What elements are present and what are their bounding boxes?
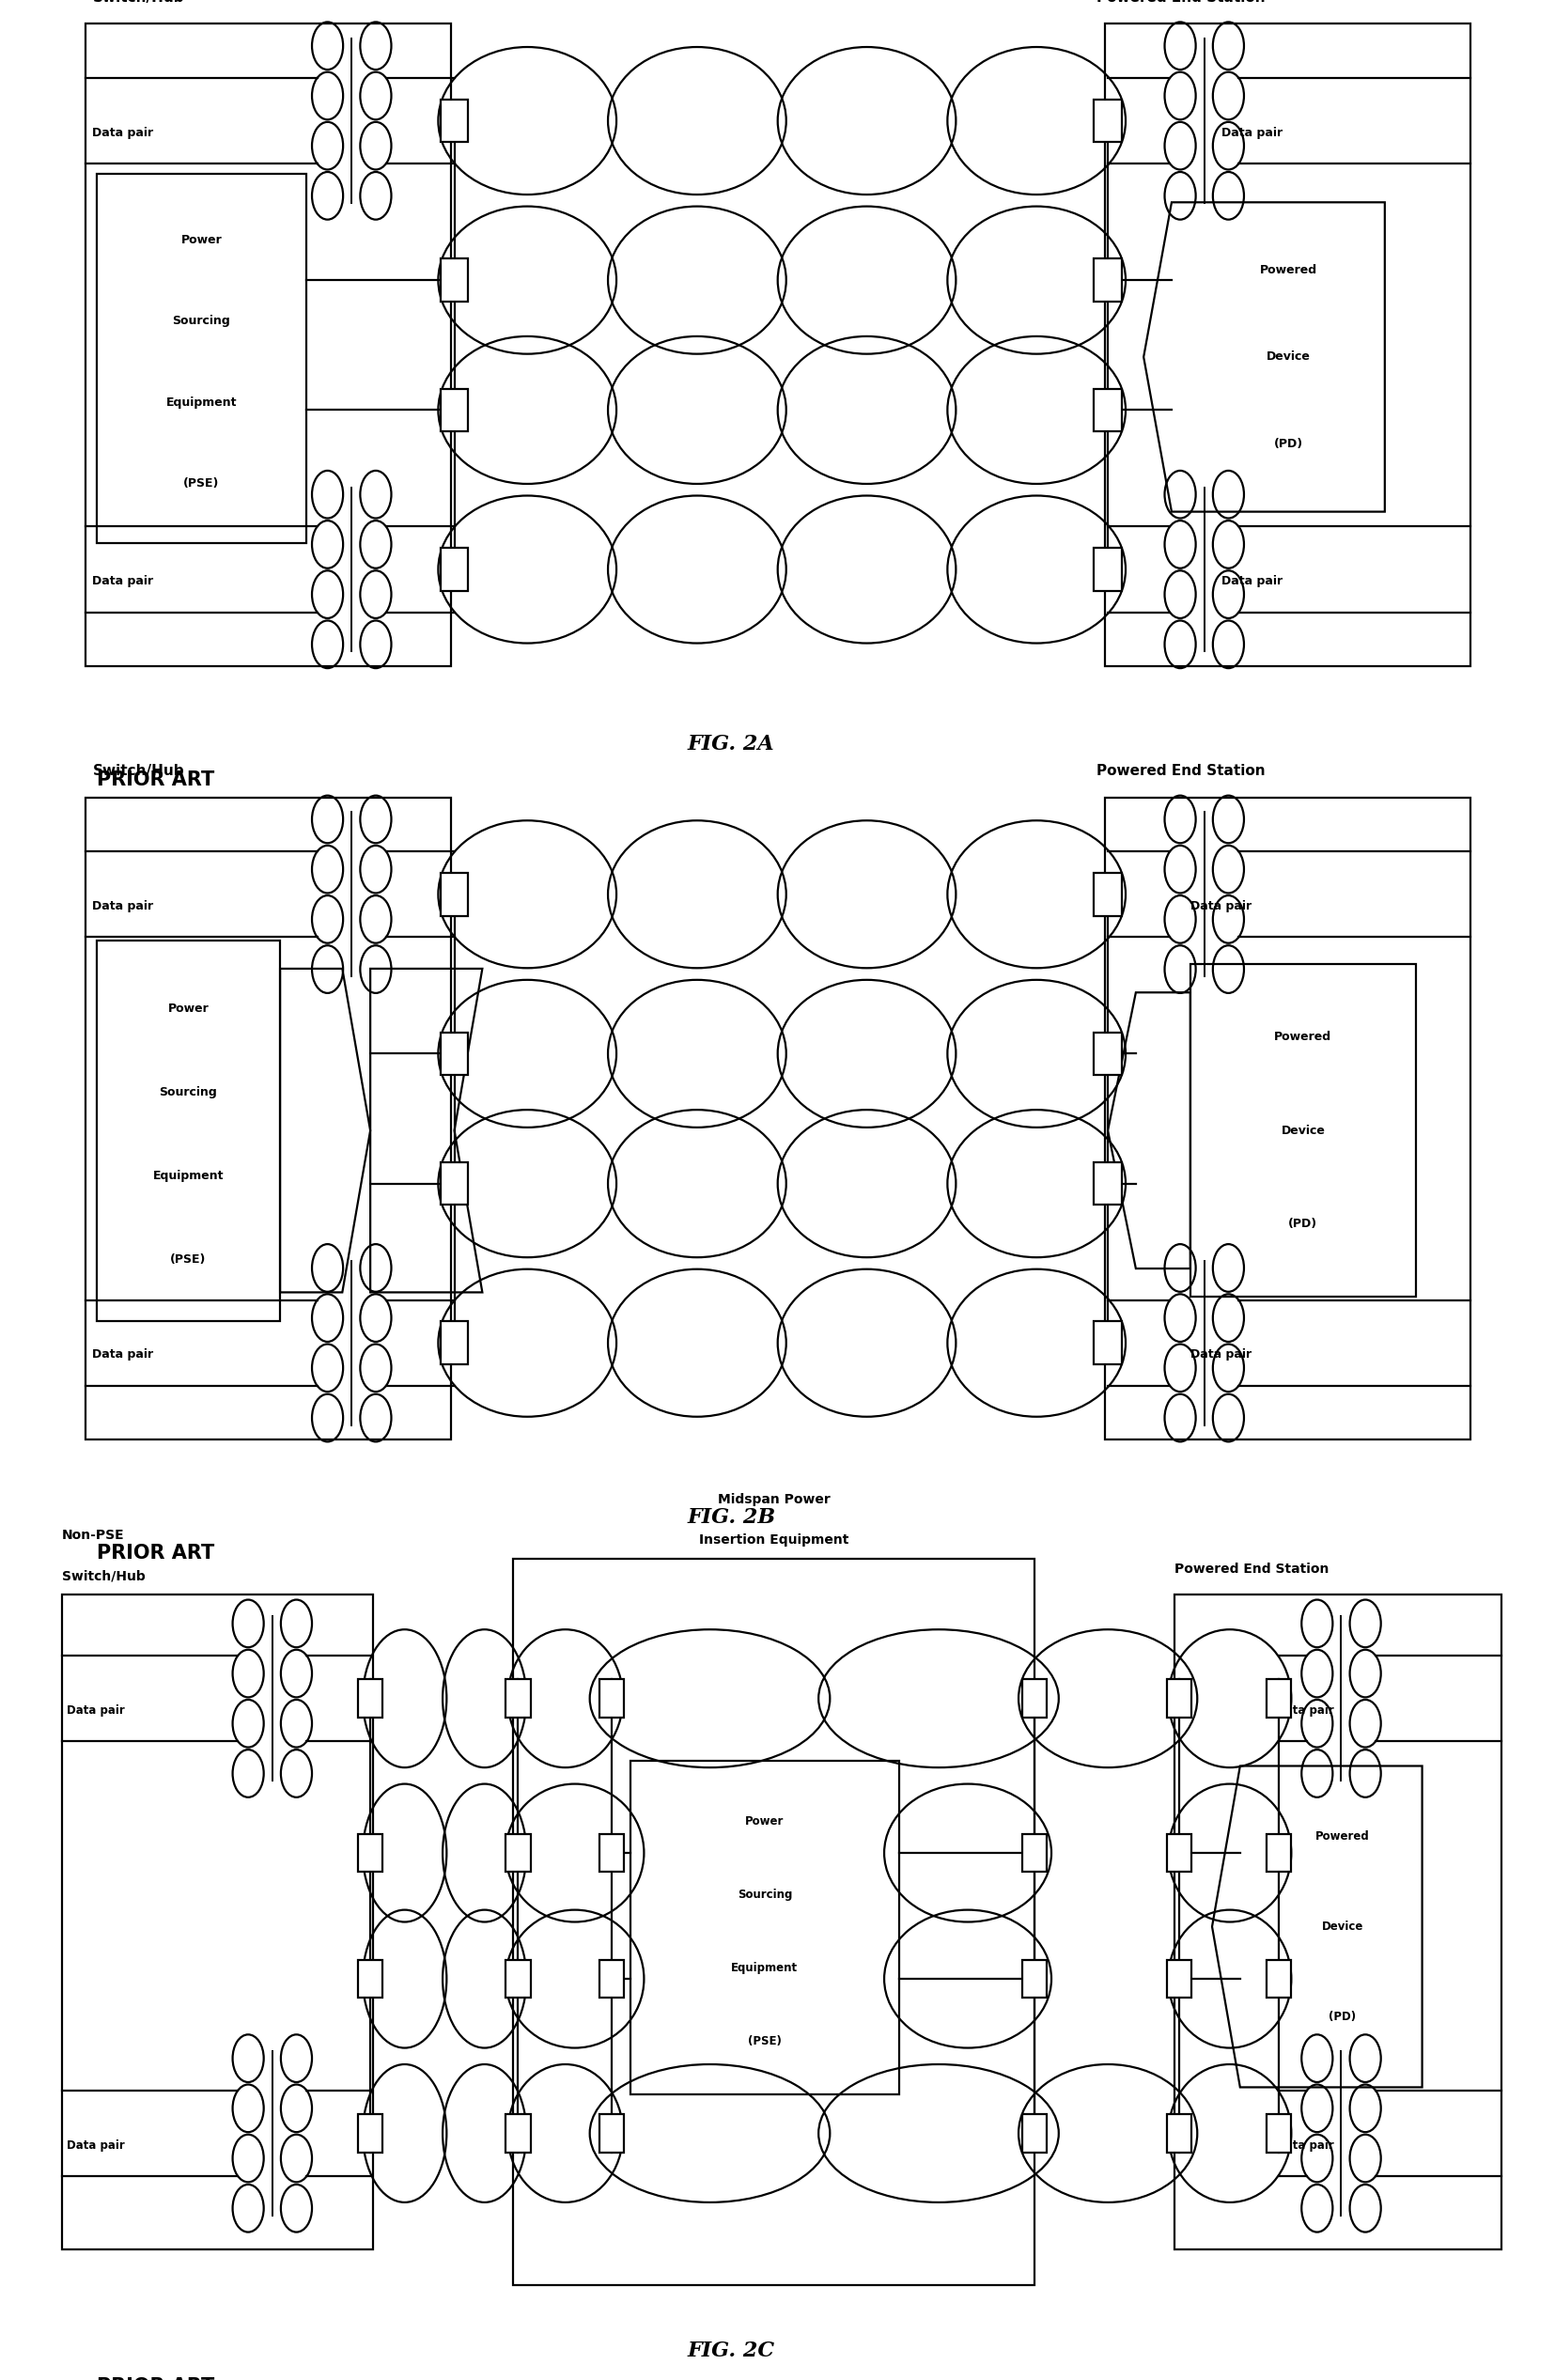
Text: Powered: Powered [1314,1830,1368,1842]
Bar [440,388,468,431]
Bar [630,1761,899,2094]
Text: (PD): (PD) [1328,2011,1354,2023]
Text: (PD): (PD) [1288,1219,1317,1230]
Bar [440,873,468,916]
Text: Data pair: Data pair [92,576,152,588]
Text: Data pair: Data pair [92,1349,152,1361]
Text: FIG. 2A: FIG. 2A [687,733,774,754]
Text: Power: Power [180,233,222,245]
Bar [1104,797,1469,1440]
Text: Powered End Station: Powered End Station [1096,764,1264,778]
Text: Data pair: Data pair [67,2140,124,2152]
Bar [358,1835,383,1873]
Bar [440,1033,468,1076]
Bar [1166,2113,1191,2152]
Bar [505,2113,530,2152]
Text: Powered End Station: Powered End Station [1174,1561,1328,1576]
Bar [86,24,451,666]
Text: Sourcing: Sourcing [737,1887,791,1902]
Bar [1093,1321,1121,1364]
Text: PRIOR ART: PRIOR ART [96,771,215,790]
Text: Powered: Powered [1274,1031,1331,1042]
Bar [1174,1595,1501,2249]
Bar [1093,1033,1121,1076]
Text: Data pair: Data pair [1275,1704,1333,1716]
Text: Power: Power [168,1002,208,1014]
Bar [505,1680,530,1718]
Bar [1093,100,1121,143]
Text: FIG. 2B: FIG. 2B [687,1507,774,1528]
Text: Insertion Equipment: Insertion Equipment [698,1533,849,1547]
Bar [358,1959,383,1997]
Bar [1190,964,1415,1297]
Bar [1166,1959,1191,1997]
Bar [358,1680,383,1718]
Text: Sourcing: Sourcing [159,1085,218,1100]
Text: Switch/Hub: Switch/Hub [93,764,185,778]
Bar [599,1835,624,1873]
Text: Device: Device [1266,350,1309,364]
Bar [1166,1835,1191,1873]
Bar [440,1161,468,1204]
Bar [1022,1680,1047,1718]
Bar [1166,1680,1191,1718]
Bar [599,2113,624,2152]
Bar [599,1680,624,1718]
Text: Data pair: Data pair [1275,2140,1333,2152]
Text: Powered End Station: Powered End Station [1096,0,1264,5]
Text: (PSE): (PSE) [183,478,219,490]
Text: Switch/Hub: Switch/Hub [62,1568,146,1583]
Text: Equipment: Equipment [152,1171,224,1183]
Text: Device: Device [1280,1123,1325,1138]
Text: FIG. 2C: FIG. 2C [687,2340,774,2361]
Text: Equipment: Equipment [166,397,236,409]
Bar [1104,24,1469,666]
Bar [1093,388,1121,431]
Bar [1266,1959,1291,1997]
Text: Powered: Powered [1260,264,1316,276]
Text: Power: Power [745,1816,784,1828]
Bar [1093,873,1121,916]
Text: Midspan Power: Midspan Power [717,1492,830,1507]
Bar [62,1595,373,2249]
Bar [1022,1835,1047,1873]
Text: Equipment: Equipment [731,1961,798,1973]
Bar [505,1959,530,1997]
Bar [440,1321,468,1364]
Text: Data pair: Data pair [1190,1349,1250,1361]
Bar [1266,1680,1291,1718]
Bar [1093,547,1121,590]
Text: (PD): (PD) [1274,438,1302,450]
Text: Data pair: Data pair [67,1704,124,1716]
Bar [96,940,280,1321]
Text: PRIOR ART: PRIOR ART [96,2378,215,2380]
Bar [1266,1835,1291,1873]
Bar [358,2113,383,2152]
Text: Data pair: Data pair [1221,576,1281,588]
Bar [440,259,468,302]
Bar [1022,2113,1047,2152]
Text: (PSE): (PSE) [169,1254,207,1266]
Bar [440,547,468,590]
Text: Data pair: Data pair [1221,126,1281,138]
Text: Switch/Hub: Switch/Hub [93,0,185,5]
Bar [505,1835,530,1873]
Text: Sourcing: Sourcing [173,314,230,328]
Bar [440,100,468,143]
Bar [1093,259,1121,302]
Text: Data pair: Data pair [1190,900,1250,912]
Bar [513,1559,1034,2285]
Text: (PSE): (PSE) [748,2035,781,2047]
Bar [1093,1161,1121,1204]
Bar [599,1959,624,1997]
Text: Data pair: Data pair [92,126,152,138]
Text: Non-PSE: Non-PSE [62,1528,124,1542]
Text: PRIOR ART: PRIOR ART [96,1545,215,1564]
Bar [96,174,306,543]
Bar [1022,1959,1047,1997]
Text: Device: Device [1320,1921,1362,1933]
Bar [1266,2113,1291,2152]
Bar [86,797,451,1440]
Text: Data pair: Data pair [92,900,152,912]
